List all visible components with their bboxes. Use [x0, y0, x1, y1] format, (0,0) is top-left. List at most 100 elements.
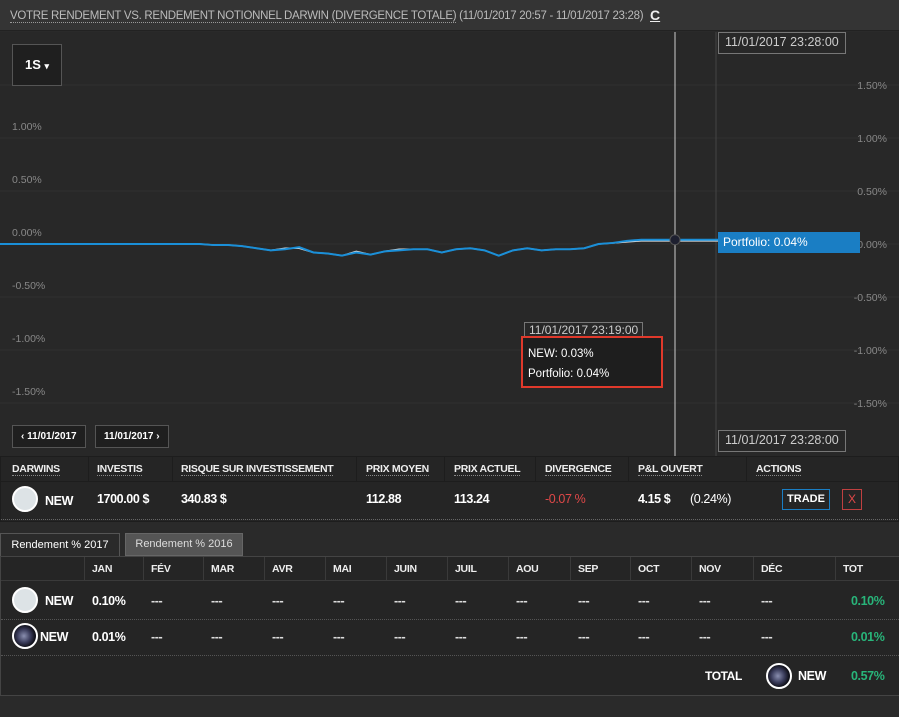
return-cell: --- — [578, 630, 590, 644]
header-label: PRIX ACTUEL — [454, 463, 521, 476]
positions-header: PRIX ACTUEL — [454, 463, 521, 476]
month-header: AOU — [516, 563, 539, 575]
month-header: JAN — [92, 563, 113, 575]
column-divider — [356, 457, 357, 481]
y-tick-left: 0.50% — [12, 174, 42, 186]
darwin-name[interactable]: NEW — [45, 594, 73, 608]
crosshair-time-top: 11/01/2017 23:28:00 — [718, 32, 846, 54]
column-divider — [143, 557, 144, 581]
positions-header: DIVERGENCE — [545, 463, 612, 476]
chevron-left-icon: ‹ — [21, 431, 25, 442]
month-header: MAR — [211, 563, 235, 575]
return-cell: --- — [394, 630, 406, 644]
total-darwin-name[interactable]: NEW — [798, 669, 826, 683]
next-date-label: 11/01/2017 — [104, 431, 154, 442]
return-cell: --- — [394, 594, 406, 608]
header-label: PRIX MOYEN — [366, 463, 429, 476]
header-label: INVESTIS — [97, 463, 143, 476]
current-price-value: 113.24 — [454, 492, 490, 506]
pnl-percent: (0.24%) — [690, 492, 731, 506]
timeframe-dropdown[interactable]: 1S ▾ — [12, 44, 62, 86]
header-label: P&L OUVERT — [638, 463, 703, 476]
chart-svg: 1.50% 1.00% 0.50% 0.00% -0.50% -1.00% -1.50% 1.… — [0, 32, 899, 456]
return-cell: 0.01% — [92, 630, 126, 644]
tab-2017[interactable]: Rendement % 2017 — [0, 533, 120, 557]
column-divider — [88, 457, 89, 481]
return-cell: --- — [211, 630, 223, 644]
return-cell: --- — [761, 594, 773, 608]
close-position-button[interactable]: X — [842, 489, 862, 510]
y-tick-left: 1.00% — [12, 121, 42, 133]
y-tick-right: -1.00% — [854, 345, 887, 357]
y-tick-right: 1.50% — [857, 80, 887, 92]
total-value: 0.57% — [851, 669, 885, 683]
timeframe-value: 1S — [24, 57, 41, 72]
return-cell: 0.01% — [851, 630, 885, 644]
positions-header: DARWINS — [12, 463, 60, 476]
date-range: (11/01/2017 20:57 - 11/01/2017 23:28) — [459, 10, 644, 22]
column-divider — [84, 557, 85, 581]
pnl-value: 4.15 $ — [638, 492, 671, 506]
month-header: JUIN — [394, 563, 417, 575]
darwin-avatar — [12, 486, 38, 512]
y-tick-right: 1.00% — [857, 133, 887, 145]
column-divider — [508, 557, 509, 581]
return-cell: --- — [211, 594, 223, 608]
y-tick-left: 0.00% — [12, 227, 42, 239]
column-divider — [628, 457, 629, 481]
header-label: RISQUE SUR INVESTISSEMENT — [181, 463, 334, 476]
tooltip: NEW: 0.03% Portfolio: 0.04% — [521, 336, 663, 388]
return-cell: --- — [516, 594, 528, 608]
column-divider — [535, 457, 536, 481]
return-cell: --- — [455, 630, 467, 644]
y-tick-right: -1.50% — [854, 398, 887, 410]
positions-header: INVESTIS — [97, 463, 143, 476]
title-text: VOTRE RENDEMENT VS. RENDEMENT NOTIONNEL … — [10, 10, 457, 23]
portfolio-value-label: Portfolio: 0.04% — [718, 232, 860, 253]
return-cell: --- — [699, 594, 711, 608]
returns-table — [0, 556, 899, 696]
tab-2016[interactable]: Rendement % 2016 — [125, 533, 243, 556]
refresh-icon[interactable]: C — [650, 7, 661, 23]
total-label: TOTAL — [705, 669, 742, 683]
divergence-value: -0.07 % — [545, 492, 586, 506]
prev-date-label: 11/01/2017 — [27, 431, 77, 442]
positions-header: RISQUE SUR INVESTISSEMENT — [181, 463, 334, 476]
crosshair-point — [669, 234, 681, 246]
column-divider — [264, 557, 265, 581]
header-label: ACTIONS — [756, 463, 802, 476]
month-header: OCT — [638, 563, 660, 575]
column-divider — [570, 557, 571, 581]
column-divider — [386, 557, 387, 581]
positions-header: ACTIONS — [756, 463, 802, 476]
column-divider — [325, 557, 326, 581]
month-header: NOV — [699, 563, 721, 575]
month-header: JUIL — [455, 563, 477, 575]
return-cell: 0.10% — [92, 594, 126, 608]
return-cell: --- — [455, 594, 467, 608]
return-cell: --- — [516, 630, 528, 644]
return-cell: --- — [699, 630, 711, 644]
darwin-name[interactable]: NEW — [40, 630, 68, 644]
month-header: TOT — [843, 563, 863, 575]
return-cell: --- — [638, 594, 650, 608]
next-date-button[interactable]: 11/01/2017 › — [95, 425, 169, 448]
column-divider — [444, 457, 445, 481]
darwin-name[interactable]: NEW — [45, 494, 73, 508]
return-cell: 0.10% — [851, 594, 885, 608]
chart-title: VOTRE RENDEMENT VS. RENDEMENT NOTIONNEL … — [10, 10, 644, 23]
return-cell: --- — [638, 630, 650, 644]
return-cell: --- — [272, 630, 284, 644]
series-line-portfolio — [0, 238, 860, 257]
column-divider — [835, 557, 836, 581]
column-divider — [447, 557, 448, 581]
return-cell: --- — [578, 594, 590, 608]
y-tick-left: -1.00% — [12, 333, 45, 345]
caret-down-icon: ▾ — [44, 61, 50, 71]
column-divider — [746, 457, 747, 481]
prev-date-button[interactable]: ‹ 11/01/2017 — [12, 425, 86, 448]
trade-button[interactable]: TRADE — [782, 489, 830, 510]
column-divider — [691, 557, 692, 581]
column-divider — [203, 557, 204, 581]
avg-price-value: 112.88 — [366, 492, 402, 506]
